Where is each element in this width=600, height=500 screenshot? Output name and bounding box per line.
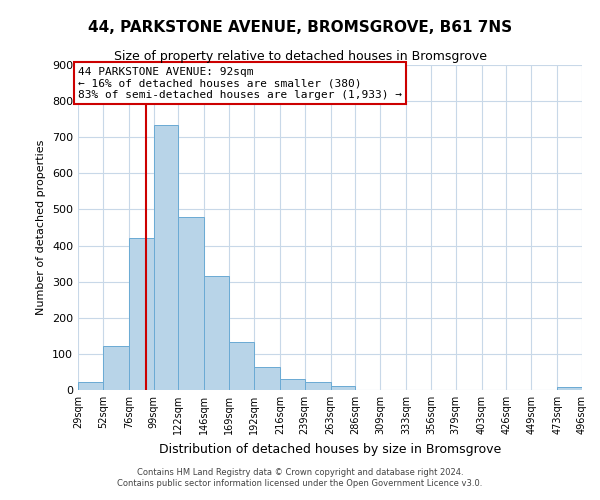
Bar [229,342,254,390]
Bar [280,379,305,390]
Bar [78,382,103,390]
Bar [254,367,280,390]
Text: 44 PARKSTONE AVENUE: 92sqm
← 16% of detached houses are smaller (380)
83% of sem: 44 PARKSTONE AVENUE: 92sqm ← 16% of deta… [78,67,402,100]
Bar [129,238,154,390]
Bar [305,382,331,390]
Text: Contains HM Land Registry data © Crown copyright and database right 2024.
Contai: Contains HM Land Registry data © Crown c… [118,468,482,487]
Y-axis label: Number of detached properties: Number of detached properties [37,140,46,315]
X-axis label: Distribution of detached houses by size in Bromsgrove: Distribution of detached houses by size … [159,442,501,456]
Bar [154,126,178,390]
Bar [178,216,204,390]
Bar [103,346,129,390]
Text: Size of property relative to detached houses in Bromsgrove: Size of property relative to detached ho… [113,50,487,63]
Text: 44, PARKSTONE AVENUE, BROMSGROVE, B61 7NS: 44, PARKSTONE AVENUE, BROMSGROVE, B61 7N… [88,20,512,35]
Bar [331,386,355,390]
Bar [557,387,582,390]
Bar [204,276,229,390]
